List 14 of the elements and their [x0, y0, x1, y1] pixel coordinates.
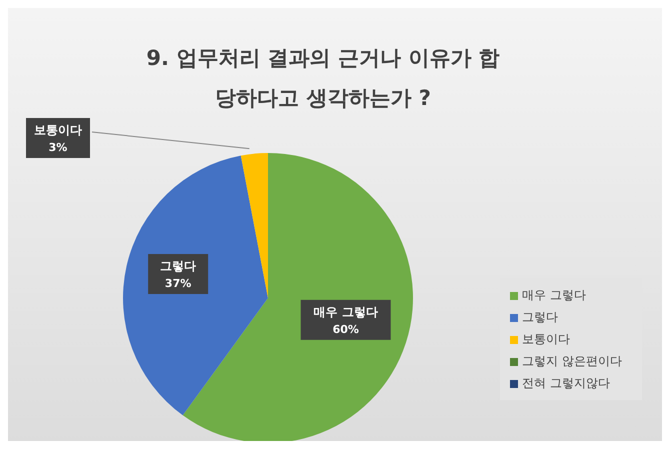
legend-label: 전혀 그렇지않다 [522, 376, 610, 390]
pie-slice [123, 156, 268, 416]
chart-title: 9. 업무처리 결과의 근거나 이유가 합당하다고 생각하는가 ? [145, 45, 501, 112]
legend-label: 매우 그렇다 [522, 288, 586, 302]
data-label: 37% [164, 277, 192, 290]
legend-label: 그렇다 [522, 310, 558, 324]
pie-slice [240, 153, 268, 298]
slice-label: 그렇다 [160, 259, 196, 274]
legend-label: 그렇지 않은편이다 [522, 354, 622, 368]
data-label: 3% [48, 141, 68, 154]
slice-label: 매우 그렇다 [314, 304, 378, 319]
legend-label: 보통이다 [522, 332, 570, 346]
data-label: 60% [332, 322, 359, 336]
slice-label: 보통이다 [34, 123, 82, 137]
